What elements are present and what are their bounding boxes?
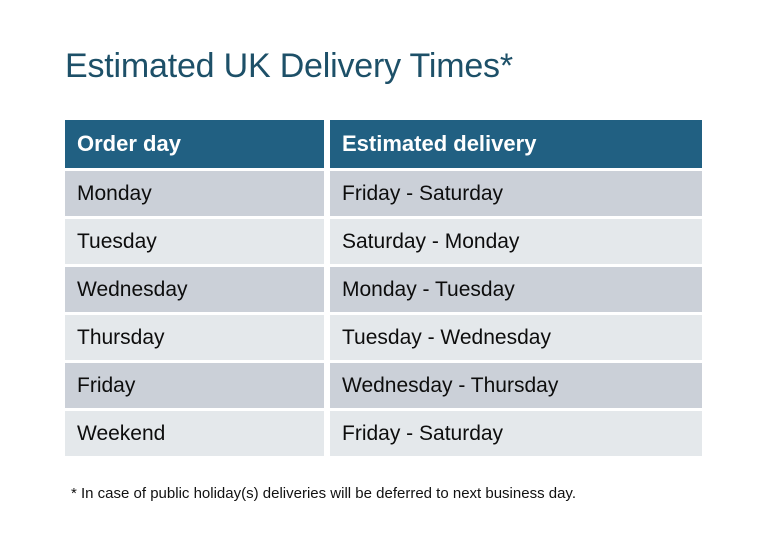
cell-order-day: Weekend [65,411,324,456]
delivery-times-table: Order day Estimated delivery Monday Frid… [65,120,702,459]
cell-order-day: Monday [65,171,324,216]
cell-estimated-delivery: Friday - Saturday [330,171,702,216]
cell-estimated-delivery: Monday - Tuesday [330,267,702,312]
cell-order-day: Friday [65,363,324,408]
table-row: Friday Wednesday - Thursday [65,363,702,408]
table-row: Monday Friday - Saturday [65,171,702,216]
footnote-public-holiday: * In case of public holiday(s) deliverie… [71,485,576,502]
cell-order-day: Tuesday [65,219,324,264]
table-row: Thursday Tuesday - Wednesday [65,315,702,360]
column-header-order-day: Order day [65,120,324,168]
table-row: Tuesday Saturday - Monday [65,219,702,264]
table-header-row: Order day Estimated delivery [65,120,702,168]
page-title: Estimated UK Delivery Times* [65,47,513,85]
cell-order-day: Wednesday [65,267,324,312]
cell-estimated-delivery: Friday - Saturday [330,411,702,456]
table-row: Wednesday Monday - Tuesday [65,267,702,312]
cell-estimated-delivery: Wednesday - Thursday [330,363,702,408]
column-header-estimated-delivery: Estimated delivery [330,120,702,168]
cell-estimated-delivery: Saturday - Monday [330,219,702,264]
cell-estimated-delivery: Tuesday - Wednesday [330,315,702,360]
cell-order-day: Thursday [65,315,324,360]
table-row: Weekend Friday - Saturday [65,411,702,456]
